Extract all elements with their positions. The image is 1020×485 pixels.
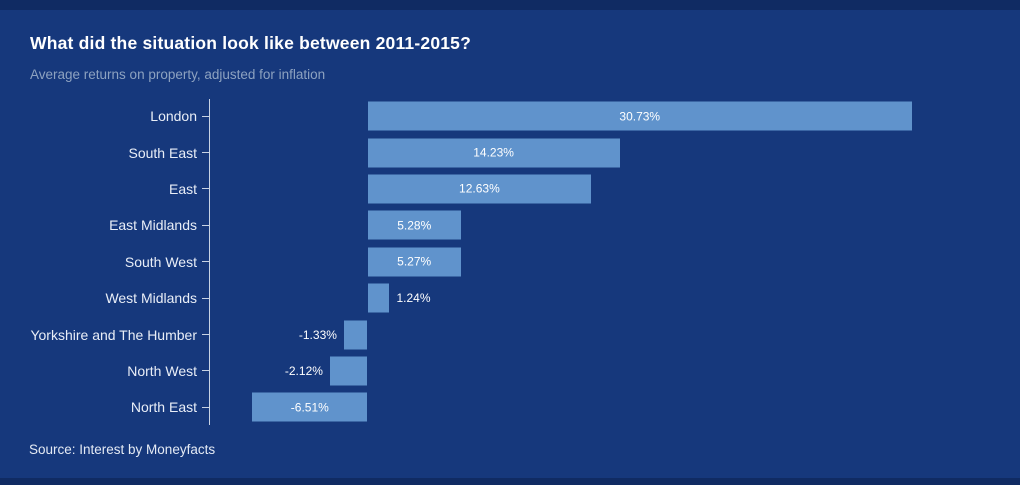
axis-tick	[202, 152, 209, 154]
category-label: West Midlands	[105, 290, 197, 307]
category-label: East	[168, 180, 197, 197]
chart-row: South East 14.23%	[0, 134, 1020, 170]
axis-tick	[202, 406, 209, 408]
plot-area: 12.63%	[210, 171, 1020, 207]
axis-tick	[202, 261, 209, 263]
chart-title: What did the situation look like between…	[30, 33, 472, 53]
plot-area: -1.33%	[210, 316, 1020, 352]
value-label: -2.12%	[284, 363, 323, 378]
category-label: South East	[128, 144, 198, 161]
plot-area: -2.12%	[210, 353, 1020, 389]
bar: 30.73%	[367, 101, 913, 131]
plot-area: 14.23%	[210, 134, 1020, 170]
axis-tick	[202, 224, 209, 226]
plot-area: 5.28%	[210, 207, 1020, 243]
category-label: North West	[127, 362, 197, 379]
value-label: 5.28%	[397, 218, 432, 233]
value-label: -6.51%	[290, 400, 329, 415]
category-label: Yorkshire and The Humber	[30, 326, 197, 343]
axis-tick	[202, 370, 209, 372]
value-label: 14.23%	[473, 145, 514, 160]
value-label: -1.33%	[298, 327, 337, 342]
bar: 14.23%	[367, 138, 620, 168]
category-label: London	[150, 108, 197, 125]
bar	[367, 283, 390, 313]
chart-row: East 12.63%	[0, 171, 1020, 207]
value-label: 12.63%	[459, 181, 500, 196]
chart-row: North West -2.12%	[0, 353, 1020, 389]
plot-area: -6.51%	[210, 389, 1020, 425]
bottom-letterbox-band	[0, 478, 1020, 485]
value-label: 1.24%	[396, 291, 431, 306]
axis-tick	[202, 297, 209, 299]
bar: 5.28%	[367, 210, 462, 240]
chart-subtitle: Average returns on property, adjusted fo…	[30, 67, 326, 82]
chart-row: East Midlands 5.28%	[0, 207, 1020, 243]
category-label: North East	[130, 399, 197, 416]
chart-row: London 30.73%	[0, 98, 1020, 134]
source-attribution: Source: Interest by Moneyfacts	[29, 442, 216, 457]
top-letterbox-band	[0, 0, 1020, 10]
bar	[343, 320, 368, 350]
category-axis-line	[209, 99, 210, 425]
axis-tick	[202, 334, 209, 336]
value-label: 5.27%	[397, 254, 432, 269]
value-label: 30.73%	[619, 109, 661, 124]
chart-row: South West 5.27%	[0, 244, 1020, 280]
bar: 12.63%	[367, 174, 592, 204]
bar-chart: London 30.73% South East 14.23% East 12.63% Ea…	[0, 98, 1020, 427]
chart-row: North East -6.51%	[0, 389, 1020, 425]
category-label: East Midlands	[109, 217, 197, 234]
plot-area: 1.24%	[210, 280, 1020, 316]
axis-tick	[202, 188, 209, 190]
bar: 5.27%	[367, 247, 461, 277]
plot-area: 5.27%	[210, 244, 1020, 280]
category-label: South West	[124, 253, 197, 270]
axis-tick	[202, 115, 209, 117]
chart-row: Yorkshire and The Humber -1.33%	[0, 316, 1020, 352]
bar: -6.51%	[252, 392, 368, 422]
plot-area: 30.73%	[210, 98, 1020, 134]
bar	[329, 356, 368, 386]
chart-row: West Midlands 1.24%	[0, 280, 1020, 316]
